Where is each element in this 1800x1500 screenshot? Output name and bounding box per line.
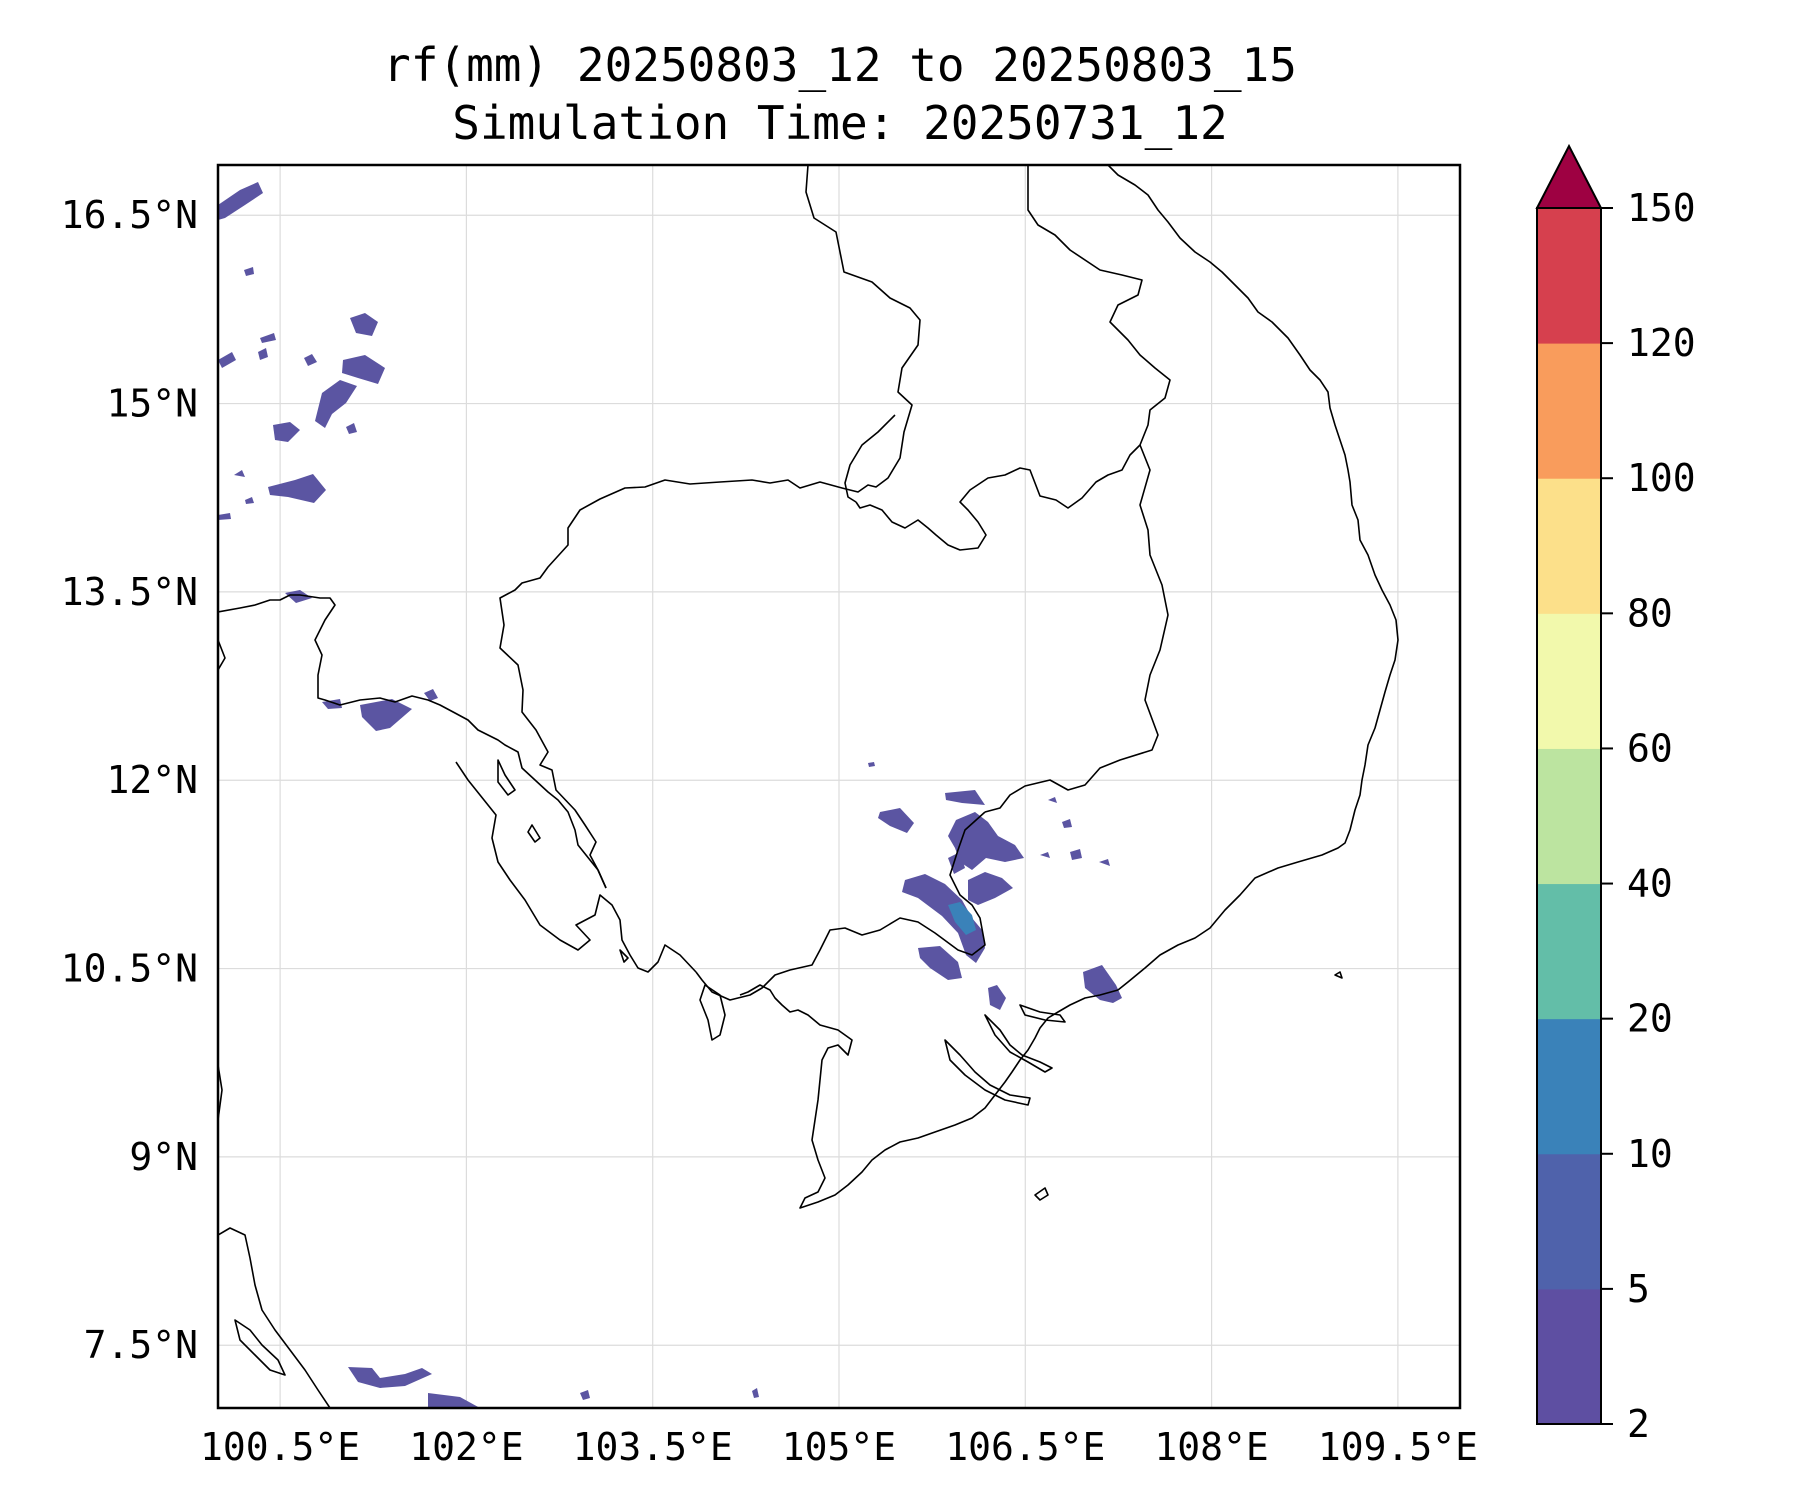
rain-patch	[218, 513, 231, 520]
colorbar-extend-arrow	[1535, 143, 1603, 209]
colorbar-frame	[1536, 207, 1602, 1425]
graticule	[218, 165, 1460, 1408]
colorbar-segment	[1537, 1018, 1601, 1155]
colorbar-segment	[1537, 748, 1601, 885]
colorbar-tick-label: 10	[1627, 1132, 1673, 1176]
lat-tick-label: 16.5°N	[61, 193, 198, 237]
rain-patch	[285, 590, 312, 603]
rain-patch	[342, 355, 385, 384]
rain-patch	[945, 790, 985, 805]
colorbar-tick-label: 150	[1627, 186, 1696, 230]
colorbar-segment	[1537, 613, 1601, 749]
colorbar-tick-label: 100	[1627, 456, 1696, 500]
longitude-ticks: 100.5°E 102°E 103.5°E 105°E 106.5°E 108°E 109.…	[200, 1425, 1478, 1469]
rain-patch	[1083, 965, 1122, 1003]
rain-patch	[868, 762, 875, 767]
rain-patch	[348, 1367, 432, 1388]
colorbar-segment	[1537, 883, 1601, 1020]
lon-tick-label: 100.5°E	[200, 1425, 360, 1469]
rain-patch	[245, 497, 254, 504]
lat-tick-label: 13.5°N	[61, 570, 198, 614]
rainfall-contours	[218, 182, 1122, 1408]
rain-patch	[1070, 849, 1082, 860]
rain-patch	[258, 348, 268, 360]
map-frame	[216, 163, 1462, 1410]
colorbar-segment	[1537, 1288, 1601, 1425]
rain-patch	[273, 422, 300, 442]
rain-patch	[1099, 859, 1110, 866]
latitude-ticks: 16.5°N 15°N 13.5°N 12°N 10.5°N 9°N 7.5°N	[61, 193, 198, 1367]
rain-patch	[218, 352, 236, 368]
lat-tick-label: 9°N	[129, 1135, 198, 1179]
lat-tick-label: 7.5°N	[84, 1323, 198, 1367]
colorbar-tick-label: 60	[1627, 726, 1673, 770]
lon-tick-label: 109.5°E	[1318, 1425, 1478, 1469]
rain-patch	[580, 1390, 590, 1400]
rain-patch	[1062, 819, 1072, 828]
rain-patch	[1040, 852, 1050, 858]
rain-patch	[350, 313, 378, 336]
map-title: rf(mm) 20250803_12 to 20250803_15	[383, 38, 1297, 92]
lon-tick-label: 103.5°E	[573, 1425, 733, 1469]
rain-patch	[360, 699, 412, 731]
rain-patch	[234, 470, 245, 477]
colorbar-segment	[1537, 343, 1601, 479]
rain-patch	[268, 474, 326, 503]
rain-patch	[424, 689, 438, 701]
colorbar-tick-label: 40	[1627, 862, 1673, 906]
lat-tick-label: 10.5°N	[61, 947, 198, 991]
colorbar-tick-label: 5	[1627, 1267, 1650, 1311]
rain-patch	[948, 902, 976, 935]
colorbar-tick-label: 80	[1627, 591, 1673, 635]
lat-tick-label: 15°N	[106, 382, 198, 426]
rain-patch	[218, 182, 263, 220]
colorbar-segment	[1537, 208, 1601, 344]
lon-tick-label: 102°E	[409, 1425, 523, 1469]
rain-patch	[968, 872, 1013, 905]
rain-patch	[948, 812, 1024, 870]
lon-tick-label: 105°E	[782, 1425, 896, 1469]
rain-patch	[902, 874, 985, 963]
rain-patch	[244, 267, 254, 276]
colorbar-tick-label: 20	[1627, 997, 1673, 1041]
map-subtitle: Simulation Time: 20250731_12	[452, 96, 1228, 150]
colorbar: 2 5 10 20 40 60 80 100 120 150	[1535, 143, 1696, 1446]
rain-patch	[1048, 797, 1057, 803]
rain-patch	[346, 423, 357, 434]
colorbar-segment	[1537, 478, 1601, 614]
colorbar-segment	[1537, 1153, 1601, 1290]
rain-patch	[988, 985, 1006, 1010]
rain-patch	[428, 1393, 480, 1408]
rain-patch	[315, 380, 357, 428]
rain-patch	[878, 808, 914, 833]
lat-tick-label: 12°N	[106, 758, 198, 802]
rain-patch	[918, 946, 962, 980]
colorbar-tick-label: 2	[1627, 1402, 1650, 1446]
rain-patch	[752, 1388, 759, 1398]
coastlines-borders	[218, 165, 1399, 1408]
lon-tick-label: 106.5°E	[945, 1425, 1105, 1469]
lon-tick-label: 108°E	[1154, 1425, 1268, 1469]
colorbar-tick-label: 120	[1627, 321, 1696, 365]
rain-patch	[260, 333, 276, 343]
rain-patch	[304, 354, 317, 366]
